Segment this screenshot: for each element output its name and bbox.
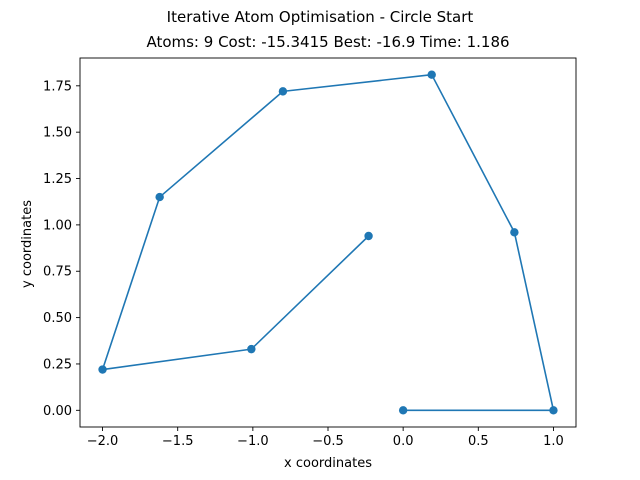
y-tick-label: 0.00 — [43, 404, 72, 419]
y-tick-label: 1.00 — [43, 218, 72, 233]
y-tick-label: 1.25 — [43, 172, 72, 187]
x-tick-label: −1.0 — [237, 434, 269, 449]
plot-area: −2.0 −1.5 −1.0 −0.5 0.0 0.5 1.0 0.00 0.25 0.50 0.7… — [43, 57, 577, 449]
y-tick-label: 1.50 — [43, 126, 72, 141]
data-point — [247, 344, 256, 354]
y-axis-label: y coordinates — [20, 200, 35, 288]
data-point — [510, 228, 519, 237]
x-tick-label: 1.0 — [543, 434, 564, 449]
data-point — [364, 231, 373, 241]
x-tick-label: −2.0 — [87, 434, 119, 449]
y-tick-label: 0.25 — [43, 357, 72, 372]
chart-suptitle: Iterative Atom Optimisation - Circle Sta… — [167, 8, 474, 26]
x-tick-label: 0.5 — [468, 434, 489, 449]
data-point — [98, 365, 107, 374]
y-tick-label: 0.50 — [43, 311, 72, 326]
data-point — [549, 406, 558, 415]
data-point — [155, 192, 164, 202]
y-tick-label: 0.75 — [43, 265, 72, 280]
data-point — [278, 87, 288, 96]
x-tick-label: 0.0 — [393, 434, 414, 449]
chart-title: Atoms: 9 Cost: -15.3415 Best: -16.9 Time… — [146, 33, 509, 51]
data-point — [398, 406, 408, 415]
x-tick-label: −1.5 — [162, 434, 194, 449]
data-point — [427, 70, 436, 79]
y-tick-label: 1.75 — [43, 79, 72, 94]
x-axis-label: x coordinates — [284, 456, 372, 471]
x-tick-label: −0.5 — [312, 434, 344, 449]
